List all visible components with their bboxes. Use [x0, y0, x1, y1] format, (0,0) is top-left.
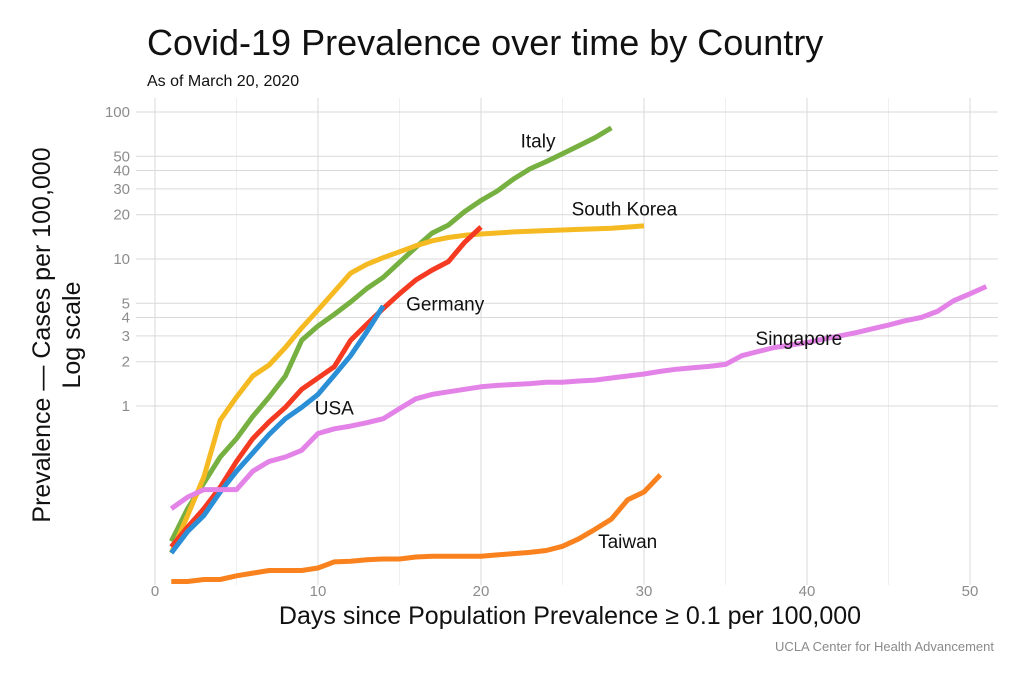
- x-tick-label-10: 10: [310, 583, 327, 600]
- series-label-usa: USA: [315, 398, 354, 419]
- x-tick-label-30: 30: [636, 583, 653, 600]
- series-line-usa: [169, 304, 386, 555]
- series-line-south-korea: [169, 223, 645, 554]
- series-labels: Italy South Korea Germany USA Singapore Taiwa…: [315, 131, 842, 552]
- y-tick-label-3: 3: [122, 328, 130, 345]
- source-credit: UCLA Center for Health Advancement: [775, 639, 994, 654]
- series-line-germany: [169, 225, 483, 549]
- x-axis-label: Days since Population Prevalence ≥ 0.1 p…: [279, 602, 861, 630]
- grid-layer: [136, 98, 998, 585]
- x-tick-label-50: 50: [962, 583, 979, 600]
- y-axis-label-line-1: Prevalence — Cases per 100,000: [28, 147, 56, 522]
- y-tick-label-40: 40: [113, 162, 130, 179]
- y-tick-label-50: 50: [113, 148, 130, 165]
- chart-title: Covid-19 Prevalence over time by Country: [147, 22, 824, 63]
- x-tick-label-0: 0: [151, 583, 159, 600]
- y-tick-label-20: 20: [113, 207, 130, 224]
- x-tick-label-40: 40: [799, 583, 816, 600]
- y-axis-label-line-2: Log scale: [58, 281, 86, 388]
- series-label-taiwan: Taiwan: [598, 532, 657, 553]
- y-axis-label: Prevalence — Cases per 100,000 Log scale: [28, 147, 86, 522]
- series-label-singapore: Singapore: [756, 329, 843, 350]
- y-tick-label-30: 30: [113, 181, 130, 198]
- series-line-taiwan: [171, 473, 663, 584]
- y-tick-label-1: 1: [122, 398, 130, 415]
- y-tick-label-10: 10: [113, 251, 130, 268]
- series-lines: [169, 125, 988, 584]
- x-tick-label-20: 20: [473, 583, 490, 600]
- series-label-south-korea: South Korea: [572, 200, 678, 221]
- y-tick-label-5: 5: [122, 295, 130, 312]
- series-line-italy: [169, 125, 613, 543]
- y-tick-label-100: 100: [105, 104, 130, 121]
- series-label-germany: Germany: [406, 294, 485, 315]
- series-line-singapore: [169, 284, 988, 511]
- chart-subtitle: As of March 20, 2020: [147, 73, 300, 90]
- y-tick-label-2: 2: [122, 354, 130, 371]
- series-label-italy: Italy: [521, 131, 556, 152]
- y-tick-label-4: 4: [122, 309, 130, 326]
